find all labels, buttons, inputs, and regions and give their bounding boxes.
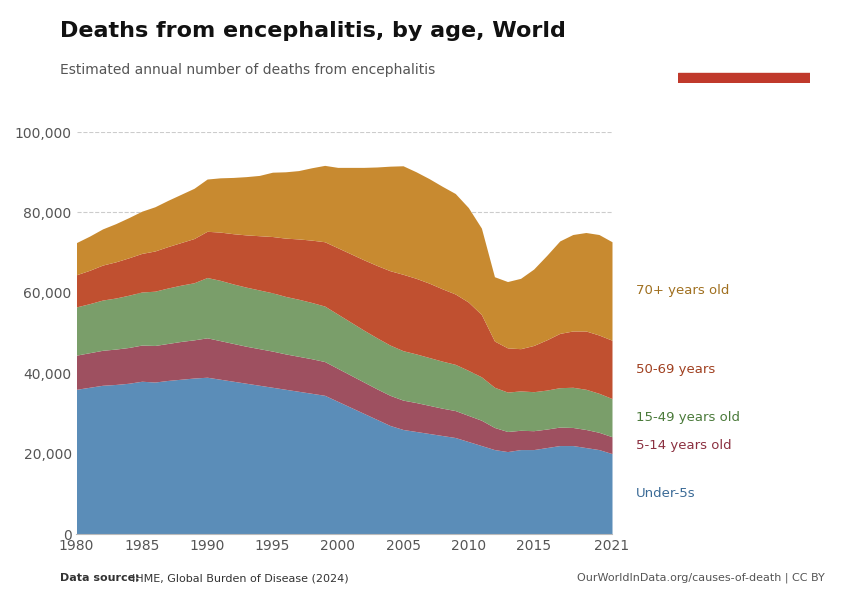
- Text: 5-14 years old: 5-14 years old: [636, 439, 731, 452]
- Text: 70+ years old: 70+ years old: [636, 284, 729, 298]
- Text: Data source:: Data source:: [60, 573, 143, 583]
- Text: OurWorldInData.org/causes-of-death | CC BY: OurWorldInData.org/causes-of-death | CC …: [577, 572, 824, 583]
- Text: Deaths from encephalitis, by age, World: Deaths from encephalitis, by age, World: [60, 21, 565, 41]
- Text: Estimated annual number of deaths from encephalitis: Estimated annual number of deaths from e…: [60, 63, 434, 77]
- Text: Our World: Our World: [711, 34, 778, 46]
- Bar: [678, 73, 810, 83]
- Text: 15-49 years old: 15-49 years old: [636, 411, 740, 424]
- Text: in Data: in Data: [720, 52, 768, 65]
- Text: Under-5s: Under-5s: [636, 487, 695, 500]
- Text: IHME, Global Burden of Disease (2024): IHME, Global Burden of Disease (2024): [132, 573, 348, 583]
- Text: 50-69 years: 50-69 years: [636, 363, 715, 376]
